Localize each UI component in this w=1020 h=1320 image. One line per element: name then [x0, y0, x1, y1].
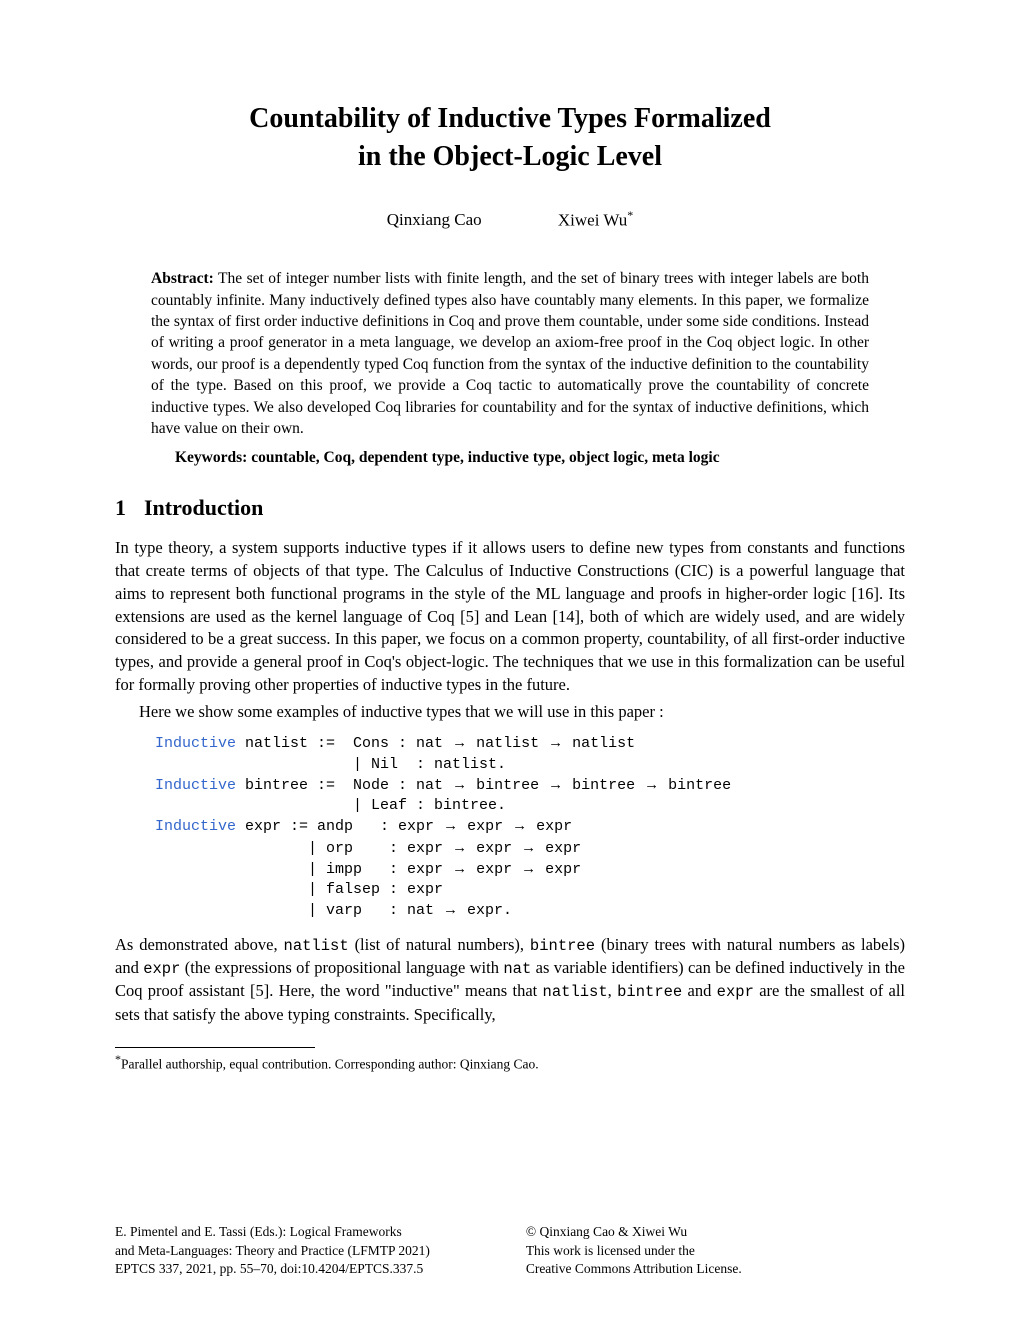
arrow-icon: → [443, 902, 458, 918]
code-nat: nat [503, 960, 531, 978]
intro-para-1: In type theory, a system supports induct… [115, 537, 905, 696]
footer-right-line-2: This work is licensed under the [526, 1243, 695, 1258]
footer-right-line-3: Creative Commons Attribution License. [526, 1261, 742, 1276]
footnote: *Parallel authorship, equal contribution… [115, 1052, 905, 1073]
arrow-icon: → [452, 840, 467, 856]
code-listing: Inductive natlist := Cons : nat → natlis… [155, 733, 905, 921]
arrow-icon: → [548, 777, 563, 793]
title-line-2: in the Object-Logic Level [358, 141, 662, 172]
footer-right: © Qinxiang Cao & Xiwei Wu This work is l… [526, 1223, 905, 1278]
keywords-label: Keywords: [175, 449, 247, 466]
section-heading: 1 Introduction [115, 495, 905, 521]
footnote-text: Parallel authorship, equal contribution.… [121, 1056, 539, 1071]
keyword-inductive: Inductive [155, 735, 236, 752]
author-2-name: Xiwei Wu [558, 210, 627, 229]
footer-left: E. Pimentel and E. Tassi (Eds.): Logical… [115, 1223, 494, 1278]
footer-left-line-3: EPTCS 337, 2021, pp. 55–70, doi:10.4204/… [115, 1261, 423, 1276]
keywords: Keywords: countable, Coq, dependent type… [115, 449, 905, 467]
intro-para-2: Here we show some examples of inductive … [115, 701, 905, 724]
arrow-icon: → [521, 840, 536, 856]
arrow-icon: → [521, 861, 536, 877]
code-natlist: natlist [543, 983, 608, 1001]
footer-left-line-1: E. Pimentel and E. Tassi (Eds.): Logical… [115, 1224, 402, 1239]
abstract: Abstract: The set of integer number list… [115, 268, 905, 439]
code-bintree: bintree [530, 937, 595, 955]
arrow-icon: → [443, 818, 458, 834]
keyword-inductive: Inductive [155, 777, 236, 794]
keyword-inductive: Inductive [155, 818, 236, 835]
code-expr: expr [143, 960, 180, 978]
keywords-text: countable, Coq, dependent type, inductiv… [247, 449, 719, 466]
code-bintree: bintree [617, 983, 682, 1001]
page-footer: E. Pimentel and E. Tassi (Eds.): Logical… [115, 1223, 905, 1278]
abstract-label: Abstract: [151, 270, 214, 287]
intro-para-3: As demonstrated above, natlist (list of … [115, 934, 905, 1027]
paper-title: Countability of Inductive Types Formaliz… [115, 100, 905, 176]
author-1: Qinxiang Cao [387, 210, 482, 230]
footer-left-line-2: and Meta-Languages: Theory and Practice … [115, 1243, 430, 1258]
code-natlist: natlist [284, 937, 349, 955]
arrow-icon: → [512, 818, 527, 834]
abstract-text: The set of integer number lists with fin… [151, 270, 869, 437]
footer-right-line-1: © Qinxiang Cao & Xiwei Wu [526, 1224, 687, 1239]
arrow-icon: → [452, 861, 467, 877]
arrow-icon: → [452, 777, 467, 793]
arrow-icon: → [644, 777, 659, 793]
arrow-icon: → [548, 735, 563, 751]
author-2: Xiwei Wu* [558, 208, 633, 231]
footnote-rule [115, 1047, 315, 1048]
arrow-icon: → [452, 735, 467, 751]
section-title: Introduction [144, 495, 263, 520]
title-line-1: Countability of Inductive Types Formaliz… [249, 103, 771, 134]
authors-block: Qinxiang Cao Xiwei Wu* [115, 208, 905, 231]
section-number: 1 [115, 495, 126, 521]
code-expr: expr [717, 983, 754, 1001]
author-2-mark: * [627, 208, 633, 222]
